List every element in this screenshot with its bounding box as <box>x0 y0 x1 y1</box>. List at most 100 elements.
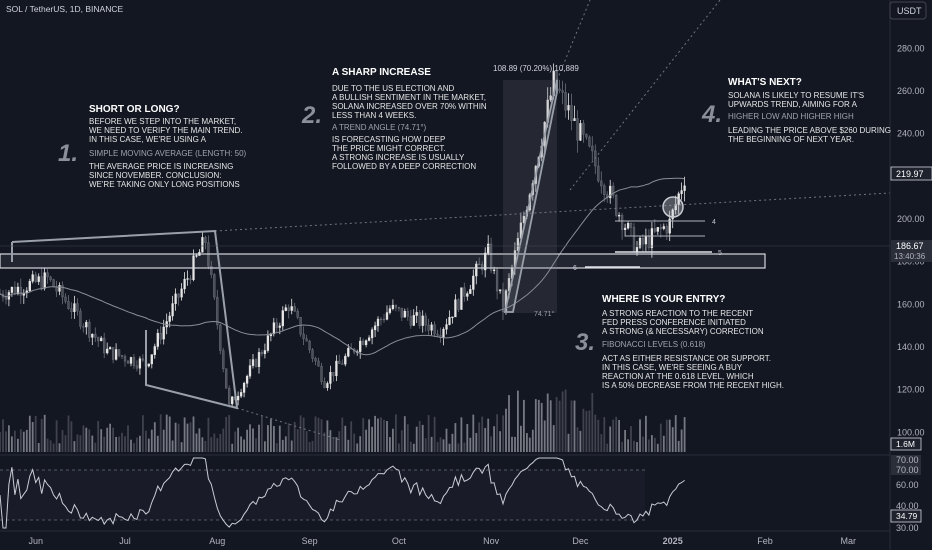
step3-line-b0: ACT AS EITHER RESISTANCE OR SUPPORT. <box>602 354 771 363</box>
time-tick-6: Dec <box>572 536 589 546</box>
volume-bar-116 <box>344 425 347 452</box>
price-tick-1: 260.00 <box>897 86 925 96</box>
fibonacci-levels[interactable]: 4 5 6 <box>573 219 722 272</box>
volume-bar-165 <box>490 436 492 452</box>
volume-bar-94 <box>278 425 281 452</box>
step1-line-a2: IN THIS CASE, WE'RE USING A <box>89 135 207 144</box>
volume-bar-66 <box>195 433 198 452</box>
volume-bar-156 <box>463 442 466 452</box>
support-zone[interactable] <box>0 253 766 269</box>
volume-bar-91 <box>270 419 272 452</box>
reaction-circle[interactable] <box>662 196 684 218</box>
candle-body-162 <box>481 264 484 271</box>
volume-bar-109 <box>323 432 326 452</box>
volume-bar-107 <box>317 417 320 452</box>
volume-bar-175 <box>520 425 522 452</box>
annotation-step2: 2. A SHARP INCREASE DUE TO THE US ELECTI… <box>301 67 487 171</box>
candle-body-114 <box>338 360 341 364</box>
candle-body-216 <box>641 237 645 245</box>
price-tick-6: 160.00 <box>897 299 925 309</box>
step3-line-b1: IN THIS CASE, WE'RE SEEING A BUY <box>602 363 743 372</box>
candle-body-102 <box>302 333 305 339</box>
candle-body-112 <box>332 372 335 377</box>
volume-bar-224 <box>665 419 668 452</box>
volume-bar-191 <box>567 433 570 452</box>
candle-body-130 <box>385 312 389 320</box>
candle-body-19 <box>55 286 58 292</box>
volume-bar-67 <box>198 428 201 452</box>
dotted-trendline-steep2[interactable] <box>569 0 721 191</box>
candle-body-144 <box>427 324 430 331</box>
volume-bar-115 <box>341 417 344 452</box>
step1-accent: SIMPLE MOVING AVERAGE (LENGTH: 50) <box>89 149 247 158</box>
candle-body-68 <box>201 237 204 253</box>
volume-bar-183 <box>543 420 546 452</box>
volume-bar-15 <box>43 414 46 452</box>
volume-bar-151 <box>448 443 451 452</box>
volume-bar-53 <box>156 435 159 452</box>
candle-body-5 <box>13 286 17 295</box>
rsi-tick-2: 60.00 <box>896 480 919 490</box>
volume-bar-111 <box>329 430 332 452</box>
candle-body-197 <box>585 134 588 138</box>
volume-bar-75 <box>222 428 225 452</box>
volume-bar-147 <box>436 441 439 452</box>
time-tick-7: 2025 <box>663 536 683 546</box>
volume-bar-51 <box>150 429 153 452</box>
volume-bar-223 <box>662 435 665 452</box>
volume-bar-220 <box>654 437 656 452</box>
volume-bar-48 <box>142 415 144 452</box>
candle-body-214 <box>635 247 639 252</box>
volume-bar-184 <box>546 393 549 452</box>
volume-bar-58 <box>171 440 174 452</box>
step2-line-a3: LESS THAN 4 WEEKS. <box>332 111 416 120</box>
volume-bar-168 <box>499 431 501 452</box>
volume-bar-21 <box>61 429 64 452</box>
step2-line-a0: DUE TO THE US ELECTION AND <box>332 84 454 93</box>
marker-countdown: 13:40:36 <box>894 252 926 261</box>
volume-bar-222 <box>659 423 662 452</box>
volume-bar-76 <box>225 416 228 452</box>
candle-body-133 <box>394 304 398 308</box>
volume-bar-217 <box>645 415 647 452</box>
volume-bar-206 <box>612 419 615 452</box>
candle-body-2 <box>4 297 8 300</box>
price-tick-0: 280.00 <box>897 43 925 53</box>
volume-bar-212 <box>630 426 632 452</box>
volume-bar-182 <box>540 402 543 452</box>
time-tick-2: Aug <box>209 536 225 546</box>
volume-bar-230 <box>683 417 686 452</box>
volume-bar-210 <box>624 430 626 452</box>
candle-body-85 <box>251 359 255 366</box>
candle-body-92 <box>272 322 276 335</box>
candle-body-66 <box>195 255 198 257</box>
volume-bar-105 <box>311 440 314 452</box>
rsi-top-badge <box>891 455 921 475</box>
volume-bar-32 <box>94 442 97 452</box>
candle-body-30 <box>88 321 91 338</box>
step1-line-b1: SINCE NOVEMBER. CONCLUSION: <box>89 171 221 180</box>
step2-line-a2: SOLANA INCREASED OVER 70% WITHIN <box>332 102 487 111</box>
volume-bar-137 <box>406 424 409 452</box>
candle-body-60 <box>177 293 180 298</box>
candle-body-192 <box>570 105 573 122</box>
trend-angle-wedge[interactable] <box>503 79 558 313</box>
candle-body-198 <box>588 136 591 147</box>
wedge-pattern[interactable] <box>11 229 239 410</box>
volume-bar-37 <box>109 423 111 452</box>
volume-bar-50 <box>147 438 150 452</box>
volume-bar-5 <box>14 430 16 452</box>
candle-body-57 <box>168 315 171 322</box>
volume-value: 1.6M <box>896 439 915 449</box>
step3-accent: FIBONACCI LEVELS (0.618) <box>602 340 706 349</box>
volume-bar-54 <box>159 414 162 452</box>
candle-body-50 <box>147 363 150 367</box>
marker-price-text: 186.67 <box>896 241 924 251</box>
candle-body-161 <box>478 263 481 266</box>
currency-button[interactable] <box>889 1 927 20</box>
candle-body-41 <box>120 355 124 357</box>
candle-body-128 <box>379 318 383 321</box>
candle-body-227 <box>674 204 677 211</box>
step2-line-b2: A STRONG INCREASE IS USUALLY <box>332 153 465 162</box>
